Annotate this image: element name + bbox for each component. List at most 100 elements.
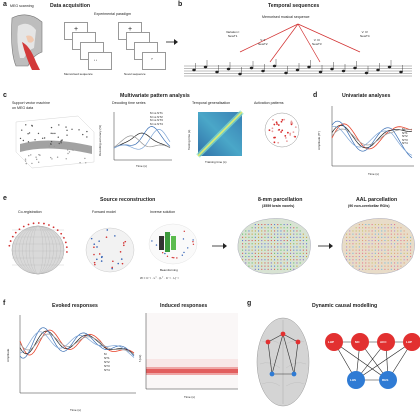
aal-subtitle: (90 non-cerebellar ROIs) [348, 204, 390, 208]
svm-data-point [30, 154, 32, 156]
legend-item-m: M [402, 127, 405, 131]
brain-voxel [274, 256, 276, 258]
brain-voxel [374, 240, 376, 242]
brain-voxel [390, 233, 392, 235]
legend-item-nt2: NT2 [402, 134, 408, 139]
legend-item-nt3: NT3 [402, 137, 408, 142]
legend-item-nt4: NT4 [104, 368, 110, 372]
brain-voxel [261, 256, 263, 258]
brain-voxel [381, 227, 383, 229]
brain-voxel [397, 240, 399, 242]
brain-voxel [384, 252, 386, 254]
brain-voxel [283, 256, 285, 258]
brain-voxel [362, 252, 364, 254]
brain-voxel [406, 240, 408, 242]
brain-voxel [283, 243, 285, 245]
brain-voxel [267, 256, 269, 258]
brain-voxel [397, 246, 399, 248]
brain-voxel [277, 240, 279, 242]
brain-voxel [274, 236, 276, 238]
brain-voxel [302, 246, 304, 248]
brain-voxel [258, 236, 260, 238]
inverse-solution-sensor [192, 239, 194, 241]
brain-voxel [374, 256, 376, 258]
brain-voxel [394, 240, 396, 242]
brain-voxel [290, 256, 292, 258]
brain-voxel [365, 252, 367, 254]
brain-voxel [355, 256, 357, 258]
brain-voxel [245, 256, 247, 258]
inverse-solution-sensor [171, 256, 173, 259]
legend-item-nt1: M vs NT1 [150, 111, 163, 115]
svm-data-point [27, 133, 29, 135]
brain-voxel [371, 243, 373, 245]
brain-voxel [264, 268, 266, 270]
brain-voxel [277, 249, 279, 251]
brain-voxel [267, 243, 269, 245]
brain-voxel [280, 262, 282, 264]
brain-voxel [290, 236, 292, 238]
brain-voxel [254, 262, 256, 264]
induced-ylabel: f (Hz) [138, 354, 142, 362]
brain-voxel [384, 224, 386, 226]
brain-voxel [362, 256, 364, 258]
inverse-solution-sensor [181, 254, 184, 256]
brain-voxel [371, 265, 373, 267]
brain-voxel [346, 233, 348, 235]
brain-voxel [242, 249, 244, 251]
brain-voxel [378, 249, 380, 251]
brain-voxel [371, 236, 373, 238]
brain-voxel [245, 236, 247, 238]
brain-voxel [387, 249, 389, 251]
brain-voxel [403, 246, 405, 248]
brain-voxel [280, 265, 282, 267]
dcm-network [325, 333, 420, 389]
inverse-solution-sensor [173, 257, 175, 259]
brain-voxel [283, 230, 285, 232]
brain-voxel [381, 240, 383, 242]
brain-voxel [352, 246, 354, 248]
brain-voxel [378, 246, 380, 248]
brain-voxel [358, 240, 360, 242]
brain-voxel [349, 240, 351, 242]
brain-voxel [270, 249, 272, 251]
dcm-node-lhp2-label: LHP [406, 340, 412, 344]
brain-voxel [290, 252, 292, 254]
svm-data-point [71, 148, 74, 151]
brain-voxel [378, 240, 380, 242]
brain-voxel [270, 243, 272, 245]
head-sensor [8, 244, 11, 247]
brain-voxel [274, 246, 276, 248]
brain-voxel [352, 240, 354, 242]
univariate-xlabel: Time (s) [368, 172, 379, 176]
topoplot-sensor [271, 127, 274, 130]
brain-voxel [346, 246, 348, 248]
brain-voxel [390, 230, 392, 232]
brain-voxel [378, 224, 380, 226]
brain-voxel [296, 246, 298, 248]
brain-voxel [368, 252, 370, 254]
brain-voxel [251, 256, 253, 258]
brain-voxel [368, 224, 370, 226]
brain-voxel [358, 236, 360, 238]
brain-voxel [306, 243, 308, 245]
topoplot-sensor [286, 140, 288, 143]
brain-voxel [358, 256, 360, 258]
inverse-solution-head [148, 223, 198, 265]
brain-voxel [264, 224, 266, 226]
brain-voxel [362, 265, 364, 267]
brain-voxel [248, 230, 250, 232]
brain-voxel [384, 243, 386, 245]
topoplot-sensor [294, 135, 297, 138]
brain-voxel [358, 252, 360, 254]
brain-voxel [365, 243, 367, 245]
music-note [226, 67, 231, 71]
brain-voxel [274, 265, 276, 267]
brain-voxel [274, 224, 276, 226]
brain-voxel [306, 236, 308, 238]
brain-voxel [352, 265, 354, 267]
brain-voxel [251, 262, 253, 264]
brain-voxel [264, 236, 266, 238]
brain-voxel [248, 265, 250, 267]
brain-voxel [381, 259, 383, 261]
